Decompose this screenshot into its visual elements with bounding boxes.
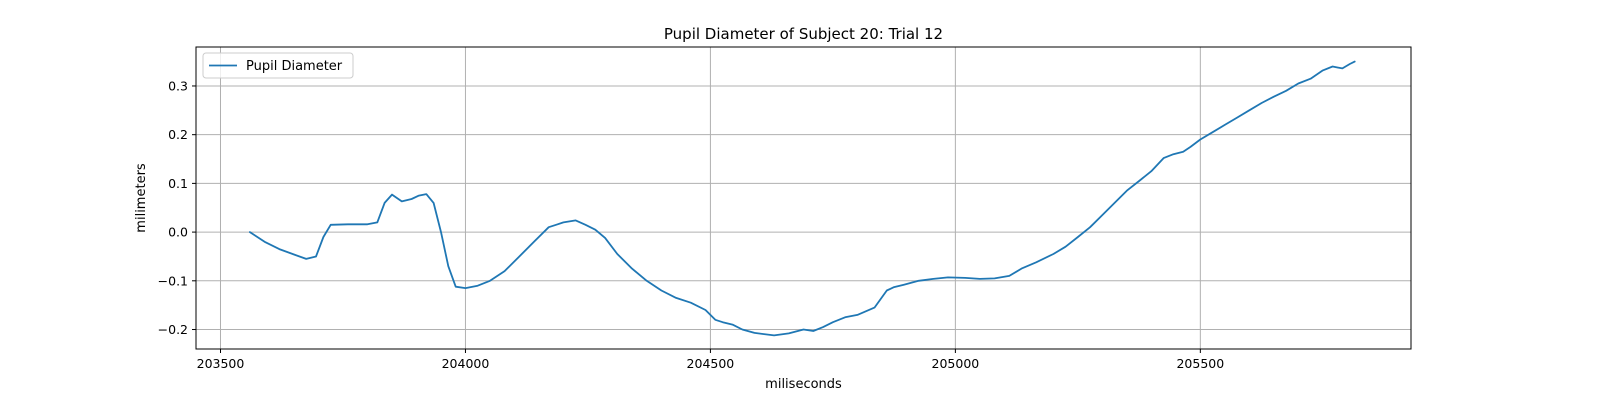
y-tick-label: −0.2 <box>158 322 188 337</box>
series-layer <box>249 60 1356 337</box>
x-tick-label: 205500 <box>1176 356 1224 371</box>
y-tick-label: −0.1 <box>158 273 188 288</box>
y-tick-label: 0.0 <box>168 225 188 240</box>
series-line-pupil-diameter <box>249 60 1356 337</box>
x-tick-label: 204500 <box>687 356 735 371</box>
y-tick-label: 0.1 <box>168 176 188 191</box>
x-tick-label: 204000 <box>442 356 490 371</box>
legend-label: Pupil Diameter <box>246 59 343 74</box>
legend-box <box>202 52 354 79</box>
plot-frame <box>195 46 1412 350</box>
y-tick-label: 0.2 <box>168 127 188 142</box>
chart-title: Pupil Diameter of Subject 20: Trial 12 <box>664 25 943 43</box>
y-axis-label: milimeters <box>134 163 149 233</box>
y-tick-label: 0.3 <box>168 78 188 93</box>
x-tick-label: 205000 <box>932 356 980 371</box>
x-tick-label: 203500 <box>197 356 245 371</box>
x-axis-label: miliseconds <box>765 377 842 392</box>
legend: Pupil Diameter <box>202 52 354 79</box>
axis-ticks: 203500 204000 204500 205000 205500 −0.2 −0.1 0.… <box>158 78 1225 371</box>
